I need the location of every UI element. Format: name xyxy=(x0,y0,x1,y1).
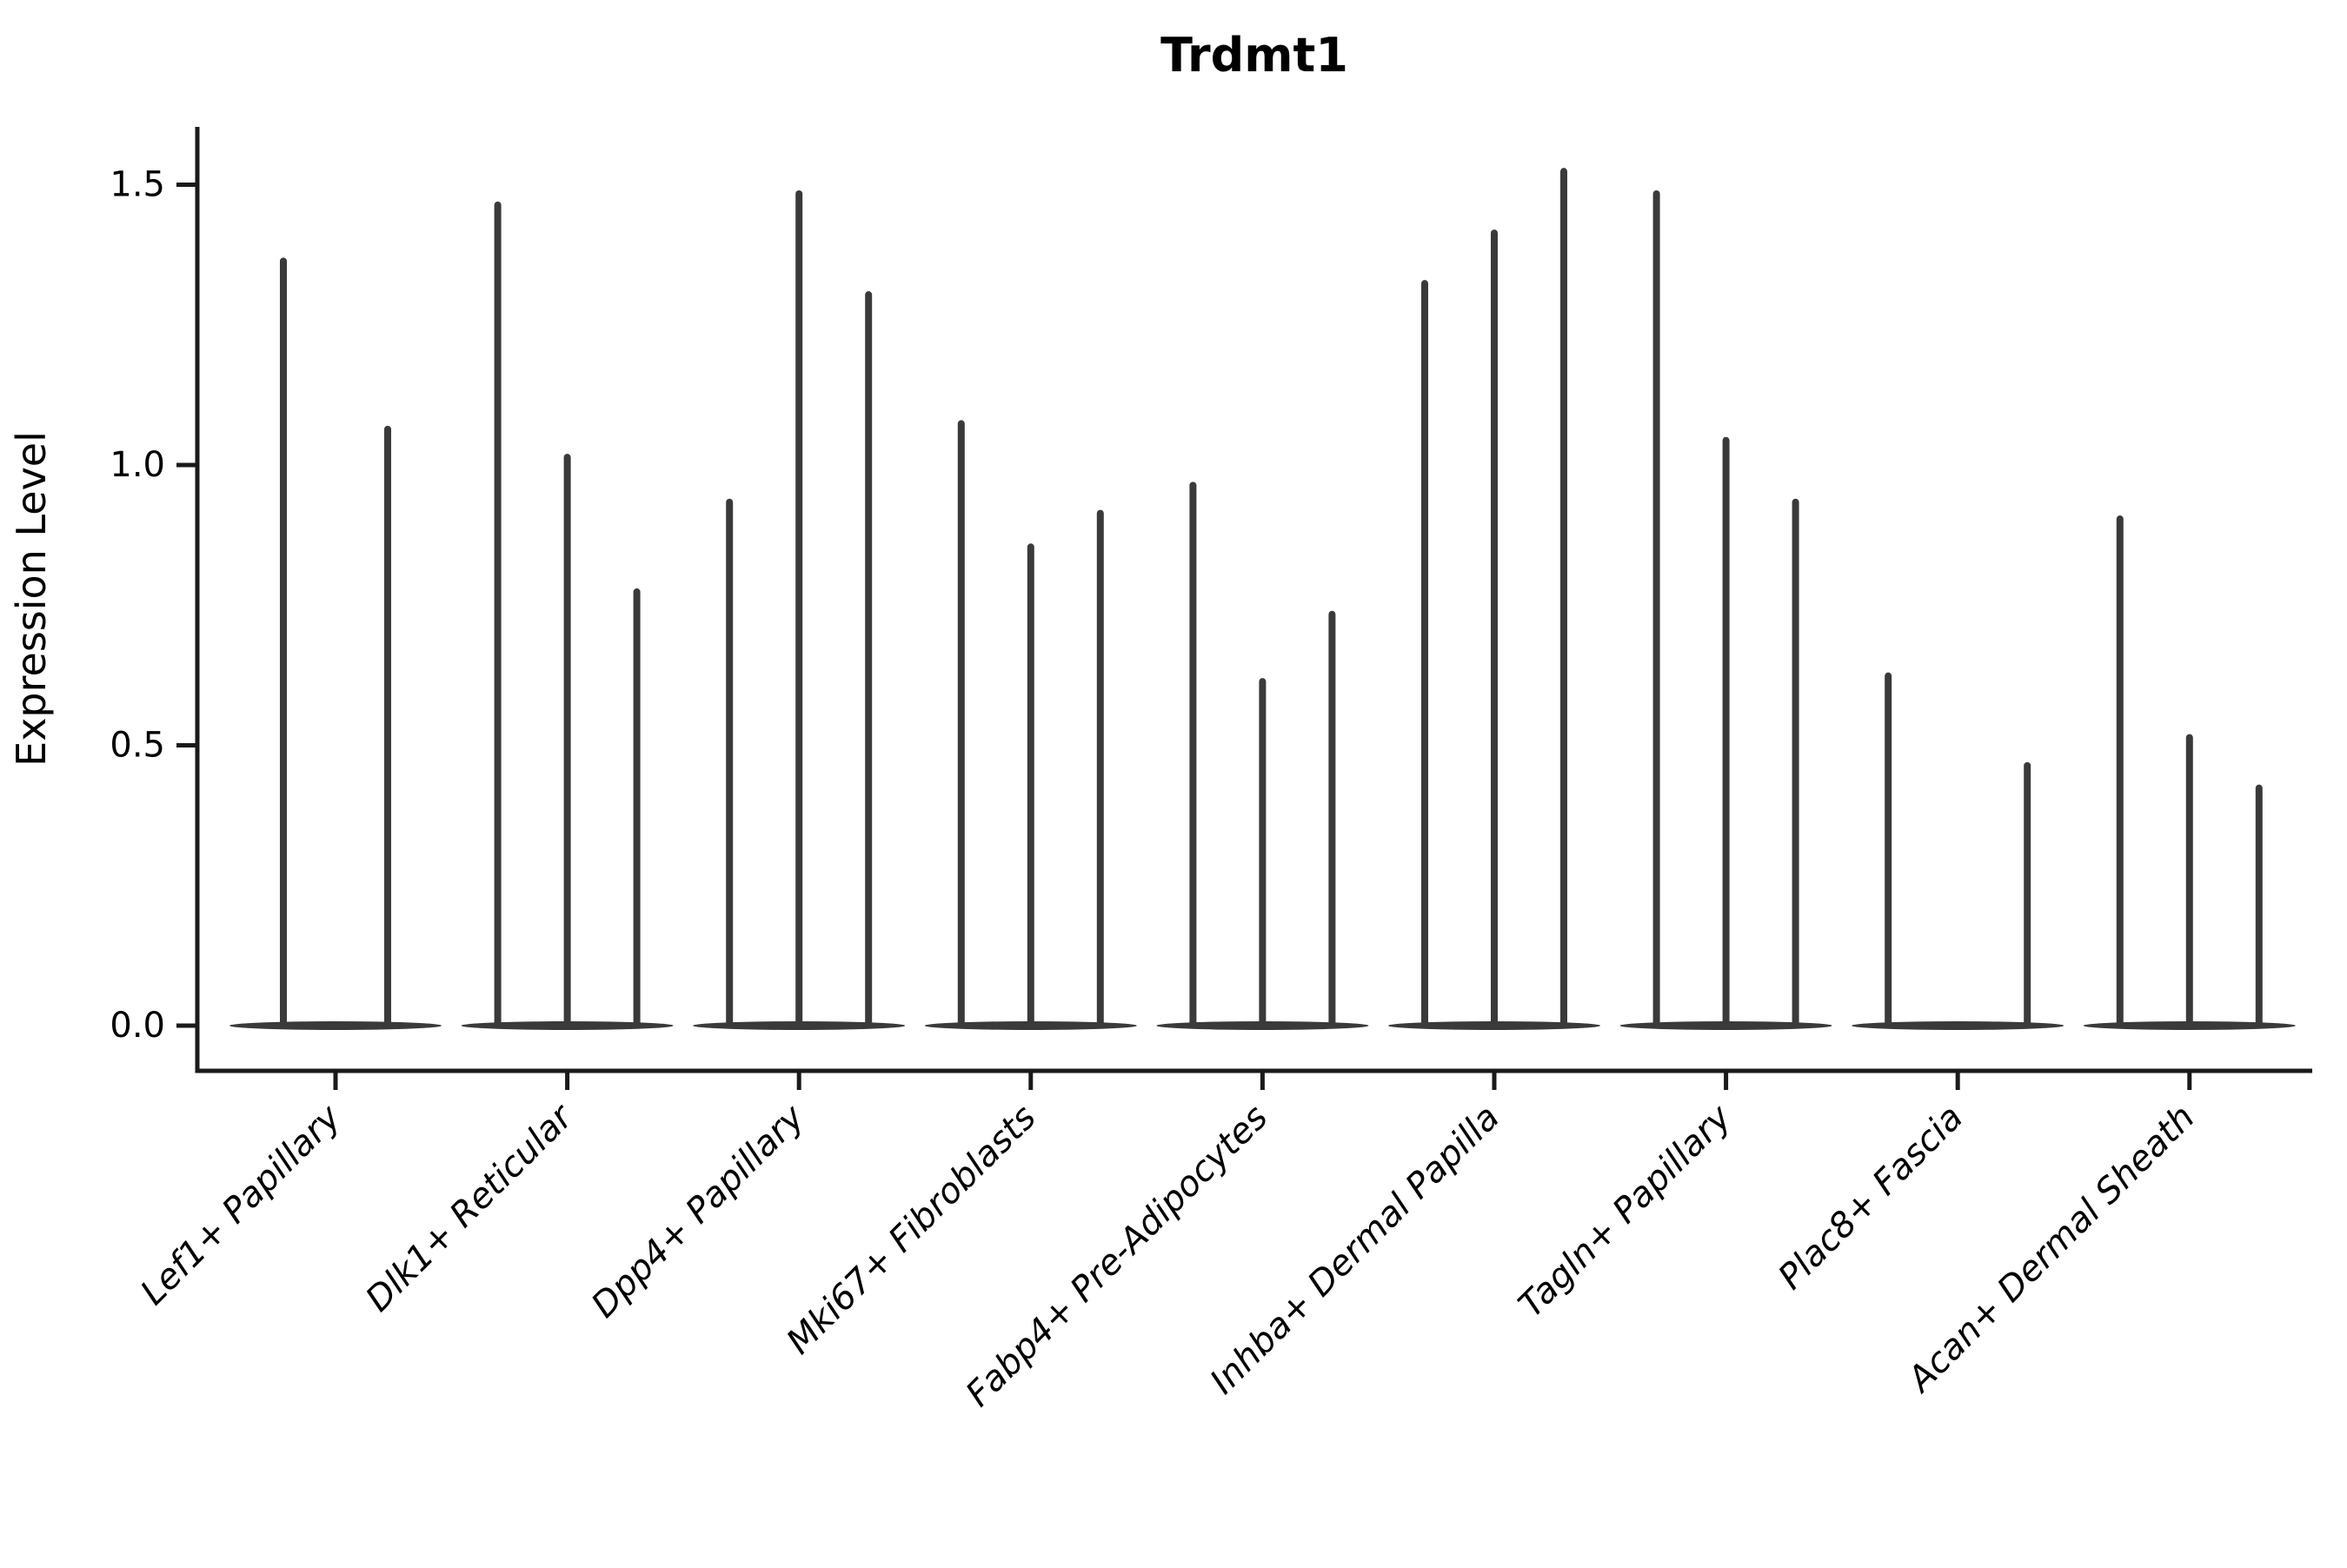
violin-group xyxy=(1388,168,1600,1030)
y-tick-label: 0.5 xyxy=(110,726,165,766)
x-tick-label: Dlk1+ Reticular xyxy=(358,1096,582,1319)
y-axis-label: Expression Level xyxy=(8,431,55,767)
violin-group xyxy=(693,189,906,1030)
x-tick-label: Plac8+ Fascia xyxy=(1771,1098,1971,1298)
x-tick-label: Mki67+ Fibroblasts xyxy=(779,1098,1044,1363)
violin-group xyxy=(924,420,1137,1030)
violin-group xyxy=(1619,189,1832,1030)
x-tick-label: Lef1+ Papillary xyxy=(133,1097,349,1313)
y-tick-label: 1.0 xyxy=(110,445,165,485)
x-axis-ticks: Lef1+ Papillary Dlk1+ Reticular Dpp4+ Papi… xyxy=(133,1071,2203,1414)
y-axis-ticks: 0.0 0.5 1.0 1.5 xyxy=(110,165,197,1046)
y-tick-label: 1.5 xyxy=(110,165,165,205)
x-tick-label: Tagln+ Papillary xyxy=(1511,1097,1739,1325)
violin-group xyxy=(229,257,442,1030)
x-tick-label: Dpp4+ Papillary xyxy=(584,1097,813,1325)
violin-group xyxy=(1852,672,2064,1030)
y-tick-label: 0.0 xyxy=(110,1006,165,1046)
violin-series xyxy=(229,168,2296,1030)
violin-group xyxy=(2083,515,2296,1030)
chart-title: Trdmt1 xyxy=(1160,28,1348,83)
violin-base xyxy=(229,1021,442,1030)
violin-base xyxy=(1852,1021,2064,1030)
violin-group xyxy=(461,201,674,1030)
axes xyxy=(195,127,2312,1073)
violin-group xyxy=(1156,482,1369,1030)
